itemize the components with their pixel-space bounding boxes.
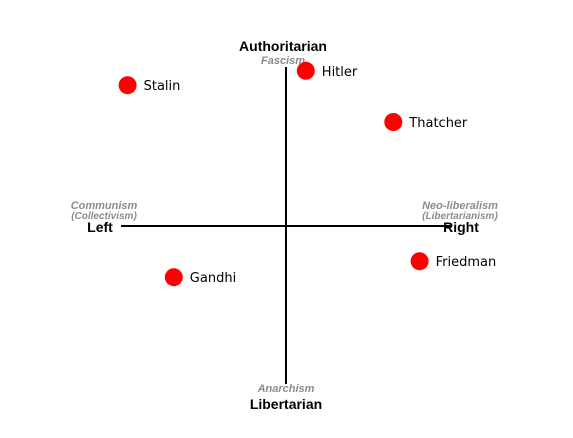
axis-sublabel2-left: (Collectivism) [71, 211, 137, 222]
axis-sublabel-right: Neo-liberalism [422, 200, 498, 212]
axis-label-right: Right [443, 219, 479, 235]
data-point-stalin [118, 76, 137, 95]
data-label-thatcher: Thatcher [408, 116, 468, 131]
axis-label-bottom: Libertarian [250, 396, 322, 412]
axis-sublabel2-right: (Libertarianism) [422, 211, 498, 222]
axis-label-left: Left [87, 219, 113, 235]
data-label-hitler: Hitler [322, 65, 358, 80]
data-label-friedman: Friedman [436, 255, 497, 270]
axis-sublabel-left: Communism [71, 200, 138, 212]
data-label-gandhi: Gandhi [190, 271, 236, 286]
data-points: Stalin Hitler Thatcher Gandhi Friedman [118, 61, 497, 287]
axis-label-top: Authoritarian [239, 38, 327, 54]
axis-sublabel-top: Fascism [261, 55, 305, 67]
data-point-hitler [296, 61, 315, 80]
data-point-thatcher [384, 113, 403, 131]
data-point-gandhi [164, 268, 183, 287]
axis-sublabel-bottom: Anarchism [257, 383, 315, 395]
data-point-friedman [410, 252, 429, 271]
data-label-stalin: Stalin [144, 79, 181, 94]
